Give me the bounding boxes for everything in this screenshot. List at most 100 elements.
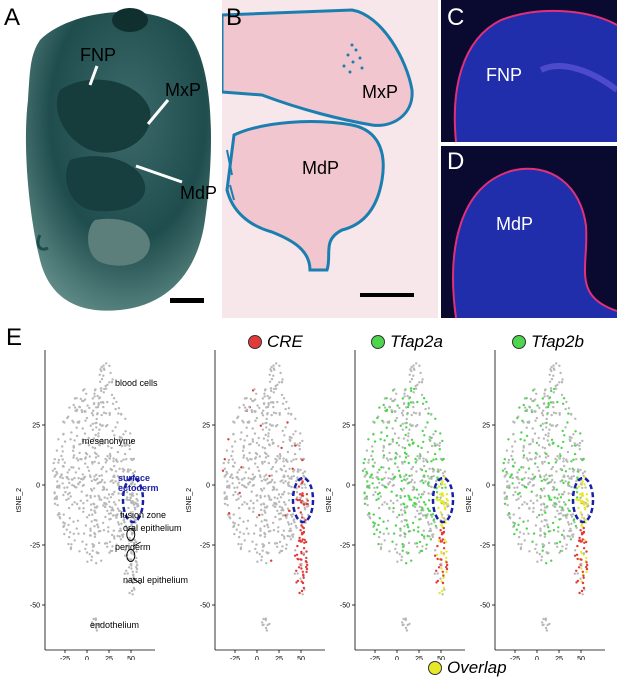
tsne-point	[521, 483, 524, 487]
tsne-point	[405, 629, 409, 632]
tsne-point	[568, 484, 571, 488]
tsne-point	[572, 474, 575, 478]
tsne-point	[568, 477, 571, 480]
tsne-point	[261, 549, 264, 552]
tsne-point	[443, 470, 447, 473]
tsne-point	[262, 617, 265, 621]
tsne-point	[66, 486, 69, 489]
tsne-point	[298, 591, 301, 595]
tsne-point	[435, 569, 438, 572]
tsne-point	[112, 501, 116, 504]
tsne-point	[301, 492, 304, 495]
tsne-point	[420, 381, 424, 384]
y-tick-label: 0	[346, 483, 350, 490]
tsne-point	[516, 471, 519, 474]
tsne-point	[587, 504, 590, 508]
tsne-point	[88, 513, 91, 517]
tsne-point	[111, 429, 114, 433]
tsne-point	[428, 477, 431, 480]
tsne-point	[442, 552, 446, 555]
tsne-point	[426, 507, 430, 510]
tfap2b-dot-icon	[512, 335, 526, 349]
tsne-point	[66, 493, 70, 496]
tsne-point	[256, 466, 259, 469]
tsne-point	[305, 565, 308, 569]
tsne-point	[301, 458, 304, 462]
tsne-point	[89, 534, 92, 537]
tsne-point	[517, 506, 521, 510]
tsne-point	[247, 477, 250, 480]
tsne-point	[70, 466, 73, 469]
tsne-point	[296, 496, 299, 499]
tsne-point	[122, 519, 125, 522]
tsne-point	[376, 416, 379, 420]
tsne-point	[306, 499, 309, 502]
tsne-point	[60, 473, 63, 476]
tsne-point	[124, 524, 128, 528]
tsne-point	[540, 555, 544, 558]
tsne-point	[540, 621, 544, 624]
tsne-point	[382, 421, 385, 424]
tsne-point	[287, 407, 291, 410]
tsne-point	[524, 471, 527, 474]
tsne-point	[543, 389, 547, 392]
tsne-point	[301, 516, 304, 519]
tsne-point	[398, 513, 401, 517]
tsne-point	[436, 496, 439, 499]
tsne-point	[122, 474, 125, 478]
tsne-point	[286, 521, 290, 524]
tsne-point	[440, 513, 444, 516]
tsne-point	[238, 406, 241, 409]
tsne-point	[540, 411, 544, 415]
tsne-point	[436, 572, 439, 575]
tsne-point	[578, 591, 581, 595]
tsne-point	[405, 452, 408, 456]
tsne-point	[557, 512, 561, 515]
tsne-point	[240, 431, 243, 434]
tsne-point	[249, 442, 252, 446]
tsne-point	[415, 459, 419, 462]
tsne-point	[111, 514, 115, 517]
tsne-point	[68, 517, 72, 520]
tsne-point	[268, 474, 271, 478]
tsne-point	[401, 460, 404, 464]
tsne-point	[563, 434, 566, 437]
tsne-point	[127, 470, 130, 473]
y-tick-label: -50	[480, 603, 490, 610]
tsne-point	[506, 503, 509, 507]
tsne-point	[540, 479, 543, 483]
tsne-point	[130, 562, 133, 565]
tsne-point	[86, 499, 89, 502]
tsne-point	[260, 479, 263, 483]
tsne-point	[439, 558, 442, 561]
tsne-point	[296, 579, 300, 583]
tsne-point	[412, 504, 415, 507]
tsne-point	[267, 494, 270, 497]
tsne-point	[305, 540, 308, 544]
tsne-point	[123, 572, 127, 575]
tsne-point	[427, 523, 431, 526]
tsne-point	[256, 499, 259, 502]
tsne-point	[578, 441, 582, 445]
tsne-point	[122, 458, 125, 461]
tsne-point	[396, 404, 399, 407]
tsne-point	[258, 513, 261, 517]
tsne-point	[123, 554, 127, 557]
tsne-point	[95, 473, 98, 476]
tsne-point	[526, 421, 530, 424]
tsne-point	[255, 441, 259, 445]
tsne-point	[562, 397, 566, 400]
tsne-point	[546, 623, 549, 627]
tsne-point	[287, 509, 291, 512]
tsne-point	[248, 507, 251, 510]
tsne-point	[111, 545, 114, 548]
tsne-point	[89, 475, 92, 479]
tsne-point	[377, 497, 380, 500]
tsne-point	[85, 453, 89, 456]
tsne-point	[404, 533, 407, 536]
tsne-point	[392, 507, 395, 510]
tsne-point	[120, 515, 124, 518]
tsne-point	[300, 567, 303, 570]
tsne-point	[288, 535, 291, 538]
tsne-point	[405, 551, 408, 554]
